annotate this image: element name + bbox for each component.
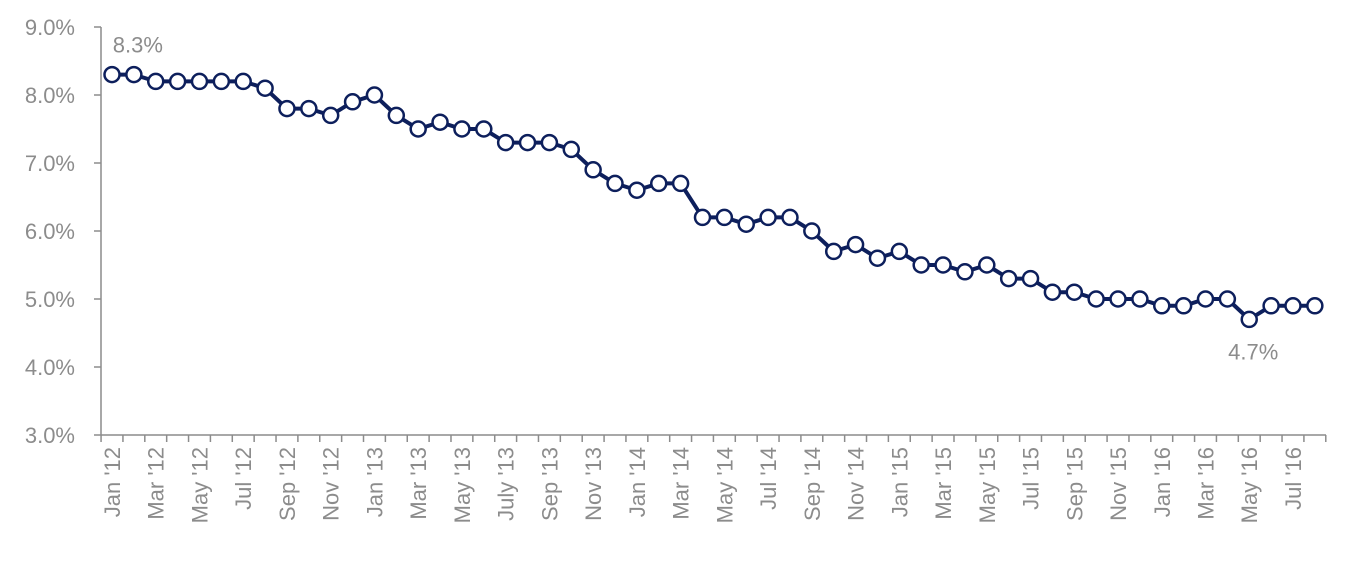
x-tick-label: May '12 (187, 447, 212, 523)
data-point (606, 174, 624, 193)
data-point (496, 133, 515, 152)
x-tick-label: Nov '15 (1106, 447, 1131, 521)
data-point (103, 65, 121, 84)
data-point (584, 161, 602, 179)
x-tick-label: Nov '14 (844, 447, 869, 521)
x-tick-label: Sep '14 (800, 447, 825, 521)
y-tick-label: 9.0% (25, 15, 75, 40)
y-tick-label: 6.0% (25, 219, 75, 244)
data-point (1174, 297, 1193, 315)
data-point (956, 263, 974, 281)
series-unemployment-rate (103, 65, 1324, 329)
data-point (431, 113, 449, 131)
data-point (278, 99, 296, 118)
data-point (234, 72, 252, 91)
data-point (475, 120, 493, 138)
data-point (1306, 297, 1324, 315)
data-label: 8.3% (113, 33, 163, 58)
data-point (781, 208, 799, 227)
data-point (715, 208, 734, 227)
data-point (1284, 297, 1302, 315)
data-point (1131, 290, 1149, 308)
data-point (650, 174, 668, 193)
x-tick-label: Sep '13 (537, 447, 562, 521)
x-tick-label: Mar '15 (931, 447, 956, 520)
x-tick-label: Nov '13 (581, 447, 606, 521)
data-point (409, 120, 427, 138)
data-point (868, 249, 887, 267)
x-tick-label: Sep '12 (275, 447, 300, 521)
data-point (1065, 283, 1084, 301)
data-point (168, 72, 187, 91)
data-point (540, 133, 559, 152)
x-tick-label: Jan '12 (100, 447, 125, 517)
data-point (824, 242, 843, 261)
x-tick-label: Jul '16 (1281, 447, 1306, 510)
data-point (999, 269, 1018, 288)
data-point (628, 181, 646, 199)
x-tick-label: Nov '12 (319, 447, 344, 521)
data-point (978, 256, 996, 274)
data-label: 4.7% (1228, 339, 1278, 364)
x-tick-label: Jul '12 (231, 447, 256, 510)
data-point (1021, 269, 1040, 288)
data-point (518, 133, 537, 152)
data-point (453, 120, 471, 138)
data-point (321, 106, 340, 125)
data-point (890, 242, 909, 261)
data-point (1262, 297, 1280, 315)
data-point (1109, 290, 1127, 308)
annotations: 8.3% 4.7% (113, 33, 1279, 365)
x-tick-label: May '15 (975, 447, 1000, 523)
x-tick-label: Jul '15 (1019, 447, 1044, 510)
y-tick-label: 5.0% (25, 287, 75, 312)
data-point (803, 222, 821, 240)
x-tick-label: Jul '14 (756, 447, 781, 510)
data-point (300, 99, 318, 118)
data-point (562, 140, 581, 159)
x-tick-label: May '13 (450, 447, 475, 523)
x-tick-label: July '13 (494, 447, 519, 521)
x-tick-label: May '14 (712, 447, 737, 523)
y-axis: 3.0% 4.0% 5.0% 6.0% 7.0% 8.0% 9.0% (25, 15, 102, 448)
data-point (1240, 310, 1258, 329)
y-tick-label: 8.0% (25, 83, 75, 108)
y-tick-label: 4.0% (25, 355, 75, 380)
x-tick-label: Jan '13 (362, 447, 387, 517)
data-point (343, 93, 362, 111)
y-tick-label: 7.0% (25, 151, 75, 176)
x-tick-label: Sep '15 (1062, 447, 1087, 521)
data-point (1153, 297, 1171, 315)
data-point (912, 256, 930, 274)
data-point (365, 86, 384, 104)
data-point (671, 174, 690, 193)
y-tick-label: 3.0% (25, 423, 75, 448)
data-point (759, 208, 777, 227)
x-axis: Jan '12 Mar '12 May '12 Jul '12 Sep '12 Nov '… (100, 434, 1327, 523)
data-point (256, 79, 274, 97)
data-point (146, 72, 165, 91)
data-point (846, 235, 865, 254)
data-point (387, 106, 406, 125)
data-point (1218, 290, 1237, 308)
x-tick-label: Mar '16 (1194, 447, 1219, 520)
x-tick-label: Mar '14 (669, 447, 694, 520)
data-point (1087, 290, 1105, 308)
x-tick-label: Mar '13 (406, 447, 431, 520)
data-point (1043, 283, 1062, 301)
x-tick-label: Jan '14 (625, 447, 650, 517)
data-point (737, 215, 755, 233)
data-point (934, 256, 952, 274)
data-point (693, 208, 712, 227)
data-point (1196, 290, 1215, 308)
data-point (125, 65, 143, 84)
x-tick-label: Jan '15 (887, 447, 912, 517)
data-point (190, 72, 209, 91)
data-point (212, 72, 231, 91)
x-tick-label: Jan '16 (1150, 447, 1175, 517)
x-tick-label: Mar '12 (144, 447, 169, 520)
x-tick-label: May '16 (1237, 447, 1262, 523)
